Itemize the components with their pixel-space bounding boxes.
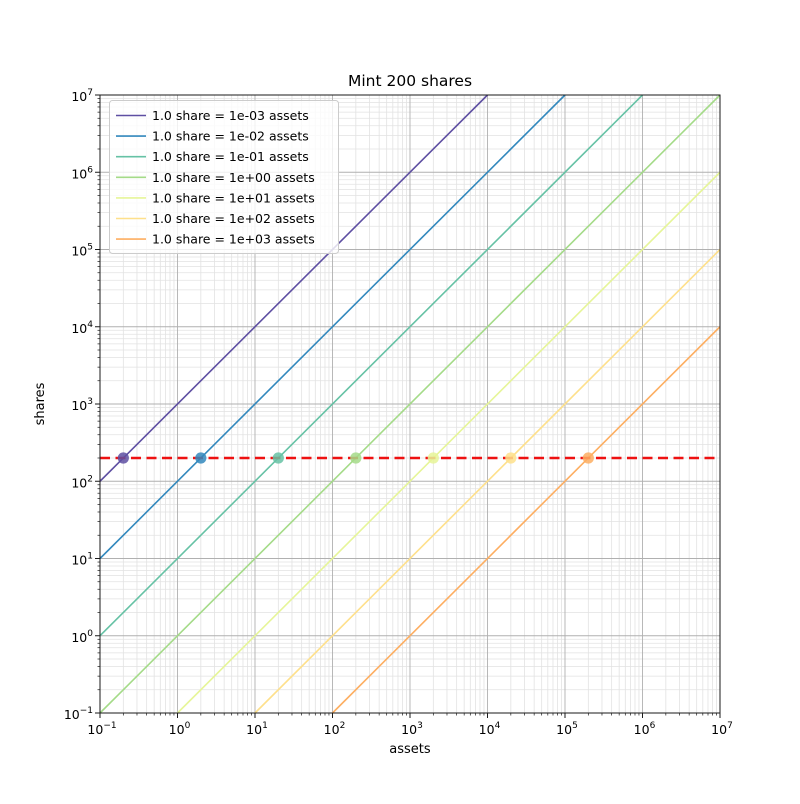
legend-label: 1.0 share = 1e-03 assets xyxy=(152,108,309,123)
legend-label: 1.0 share = 1e+03 assets xyxy=(152,232,315,247)
legend: 1.0 share = 1e-03 assets 1.0 share = 1e-0… xyxy=(109,100,339,254)
x-tick-label: 106 xyxy=(634,721,656,737)
y-tick-labels: 10−1 100 101 102 103 104 105 106 107 xyxy=(64,88,93,722)
x-tick-label: 103 xyxy=(401,721,423,737)
legend-label: 1.0 share = 1e-01 assets xyxy=(152,149,309,164)
series-line xyxy=(99,94,566,560)
y-tick-label: 106 xyxy=(71,165,93,181)
series-lines xyxy=(99,94,721,714)
x-axis-label: assets xyxy=(389,742,431,757)
legend-label: 1.0 share = 1e-02 assets xyxy=(152,129,309,144)
y-tick-label: 104 xyxy=(71,320,93,336)
y-tick-label: 107 xyxy=(71,88,93,104)
series-line xyxy=(99,94,644,637)
ticks xyxy=(95,94,721,718)
intersection-dots xyxy=(117,452,594,464)
series-line xyxy=(254,248,721,714)
x-tick-label: 107 xyxy=(711,721,733,737)
y-tick-label: 100 xyxy=(71,629,93,645)
intersection-dot xyxy=(427,452,439,464)
series-line xyxy=(99,94,721,714)
x-tick-label: 105 xyxy=(556,721,578,737)
intersection-dot xyxy=(117,452,129,464)
intersection-dot xyxy=(505,452,517,464)
y-tick-label: 103 xyxy=(71,397,93,413)
series-line xyxy=(176,171,721,714)
x-tick-label: 104 xyxy=(479,721,501,737)
y-axis-label: shares xyxy=(33,382,48,425)
legend-label: 1.0 share = 1e+01 assets xyxy=(152,190,315,205)
intersection-dot xyxy=(582,452,594,464)
x-tick-labels: 10−1 100 101 102 103 104 105 106 107 xyxy=(87,721,732,737)
intersection-dot xyxy=(195,452,207,464)
x-tick-label: 101 xyxy=(246,721,268,737)
legend-label: 1.0 share = 1e+00 assets xyxy=(152,170,315,185)
chart-title: Mint 200 shares xyxy=(348,72,472,90)
intersection-dot xyxy=(272,452,284,464)
y-tick-label: 101 xyxy=(71,552,93,568)
x-tick-label: 100 xyxy=(169,721,191,737)
x-tick-label: 10−1 xyxy=(87,721,116,737)
series-line xyxy=(99,94,489,482)
series-line xyxy=(331,326,721,714)
y-tick-label: 102 xyxy=(71,474,93,490)
y-tick-label: 10−1 xyxy=(64,706,93,722)
intersection-dot xyxy=(350,452,362,464)
legend-box xyxy=(109,100,339,254)
x-tick-label: 102 xyxy=(324,721,346,737)
y-tick-label: 105 xyxy=(71,243,93,259)
legend-label: 1.0 share = 1e+02 assets xyxy=(152,211,315,226)
